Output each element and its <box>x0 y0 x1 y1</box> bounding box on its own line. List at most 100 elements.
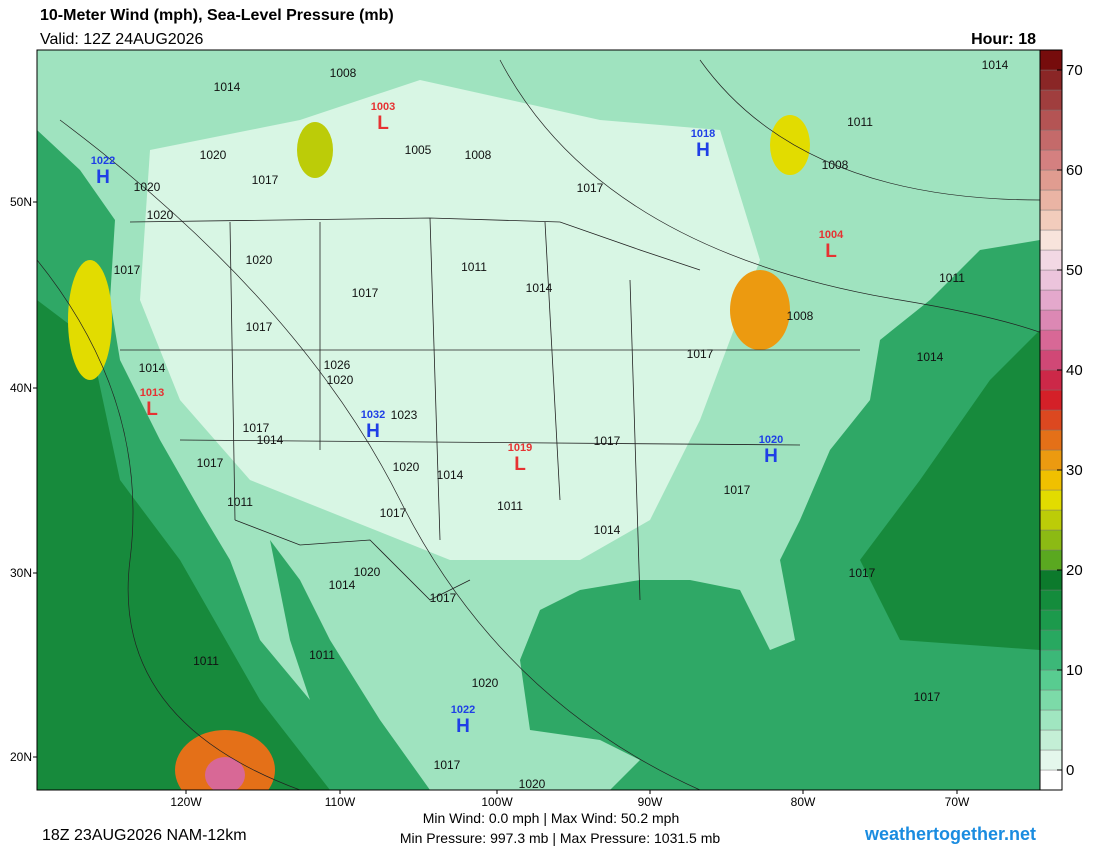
colorbar-segment <box>1039 329 1063 351</box>
isobar-label: 1017 <box>914 690 941 704</box>
colorbar-label: 30 <box>1066 462 1083 479</box>
isobar-label: 1020 <box>134 180 161 194</box>
borders <box>120 217 860 601</box>
colorbar-segment <box>1039 629 1063 651</box>
isobar-label: 1014 <box>437 468 464 482</box>
center-letter: L <box>377 113 389 134</box>
land-lighter <box>140 80 760 560</box>
isobar-label: 1020 <box>519 777 546 791</box>
colorbar-segment <box>1039 129 1063 151</box>
center-pressure: 1022 <box>91 155 115 167</box>
center-pressure: 1032 <box>361 409 385 421</box>
latitude-label: 20N <box>10 750 32 764</box>
isobars <box>37 59 1040 790</box>
colorbar-label: 50 <box>1066 262 1083 279</box>
isobar-label: 1008 <box>822 158 849 172</box>
colorbar-segment <box>1039 709 1063 731</box>
forecast-hour: Hour: 18 <box>971 31 1036 48</box>
center-pressure: 1018 <box>691 128 715 140</box>
isobar-label: 1017 <box>594 434 621 448</box>
isobar-label: 1017 <box>434 758 461 772</box>
colorbar-segment <box>1039 769 1063 791</box>
isobar-label: 1020 <box>393 460 420 474</box>
colorbar-segment <box>1039 569 1063 591</box>
colorbar-segment <box>1039 229 1063 251</box>
isobar-label: 1017 <box>197 456 224 470</box>
isobar-label: 1014 <box>982 58 1009 72</box>
colorbar-segment <box>1039 749 1063 771</box>
isobar-label: 1020 <box>354 565 381 579</box>
isobar-label: 1017 <box>243 421 270 435</box>
colorbar-segment <box>1039 649 1063 671</box>
colorbar-label: 40 <box>1066 362 1083 379</box>
center-pressure: 1013 <box>140 387 164 399</box>
colorbar-segment <box>1039 729 1063 751</box>
atlantic-strong-wind <box>860 330 1040 650</box>
longitude-label: 80W <box>791 795 816 809</box>
isobar-label: 1005 <box>405 143 432 157</box>
colorbar: 0 10 20 30 40 50 60 70 <box>1039 49 1083 791</box>
colorbar-segment <box>1039 109 1063 131</box>
isobar-label: 1026 <box>324 358 351 372</box>
colorbar-segment <box>1039 389 1063 411</box>
isobar-label: 1020 <box>246 253 273 267</box>
isobar-label: 1014 <box>329 578 356 592</box>
isobar-label: 1011 <box>193 654 219 668</box>
colorbar-segment <box>1039 209 1063 231</box>
isobar-label: 1020 <box>472 676 499 690</box>
pacific-strong-wind <box>37 300 330 790</box>
isobar-label: 1017 <box>430 591 457 605</box>
wind-max-coast <box>68 260 112 380</box>
isobar-label: 1020 <box>327 373 354 387</box>
colorbar-label: 60 <box>1066 162 1083 179</box>
center-letter: H <box>366 421 380 442</box>
longitude-label: 70W <box>945 795 970 809</box>
valid-time: Valid: 12Z 24AUG2026 <box>40 31 203 48</box>
colorbar-segment <box>1039 409 1063 431</box>
map-area <box>37 50 1040 790</box>
colorbar-segment <box>1039 529 1063 551</box>
colorbar-segment <box>1039 249 1063 271</box>
isobar-label: 1011 <box>847 115 873 129</box>
isobar-label: 1014 <box>214 80 241 94</box>
center-letter: L <box>146 399 158 420</box>
isobar-label: 1008 <box>330 66 357 80</box>
center-pressure: 1004 <box>819 229 844 241</box>
colorbar-segment <box>1039 289 1063 311</box>
center-letter: H <box>456 716 470 737</box>
latitude-label: 50N <box>10 195 32 209</box>
hudson-wind-max <box>770 115 810 175</box>
isobar-label: 1017 <box>246 320 273 334</box>
isobar-label: 1017 <box>114 263 141 277</box>
isobar-label: 1017 <box>577 181 604 195</box>
colorbar-segment <box>1039 489 1063 511</box>
colorbar-segment <box>1039 69 1063 91</box>
center-letter: L <box>514 454 526 475</box>
isobar-label: 1008 <box>787 309 814 323</box>
isobar-label: 1014 <box>139 361 166 375</box>
colorbar-segment <box>1039 449 1063 471</box>
lake-wind-max <box>730 270 790 350</box>
colorbar-segment <box>1039 609 1063 631</box>
colorbar-segment <box>1039 669 1063 691</box>
isobar-label: 1014 <box>257 433 284 447</box>
isobar-label: 1008 <box>465 148 492 162</box>
isobar-label: 1017 <box>380 506 407 520</box>
title: 10-Meter Wind (mph), Sea-Level Pressure … <box>40 7 394 24</box>
colorbar-segment <box>1039 549 1063 571</box>
colorbar-segment <box>1039 49 1063 71</box>
isobar-label: 1017 <box>352 286 379 300</box>
isobar-label: 1017 <box>724 483 751 497</box>
isobar-label: 1017 <box>687 347 714 361</box>
isobar-label: 1011 <box>939 271 965 285</box>
longitude-label: 90W <box>638 795 663 809</box>
isobar-label: 1017 <box>252 173 279 187</box>
isobar-label: 1014 <box>526 281 553 295</box>
colorbar-label: 10 <box>1066 662 1083 679</box>
isobar-label: 1020 <box>147 208 174 222</box>
colorbar-label: 0 <box>1066 762 1074 779</box>
isobar-label: 1014 <box>594 523 621 537</box>
colorbar-segment <box>1039 509 1063 531</box>
colorbar-segment <box>1039 589 1063 611</box>
